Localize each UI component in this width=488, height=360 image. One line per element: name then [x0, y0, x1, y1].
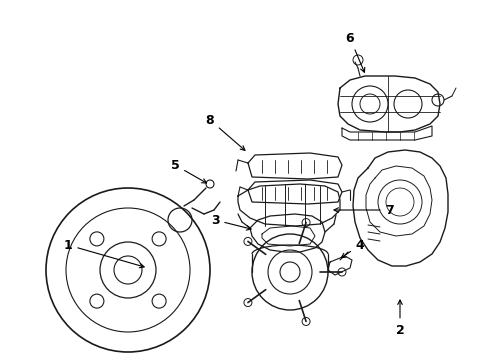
Text: 2: 2 [395, 300, 404, 337]
Text: 6: 6 [345, 32, 364, 72]
Text: 4: 4 [341, 239, 364, 258]
Text: 3: 3 [210, 213, 250, 230]
Text: 1: 1 [63, 239, 144, 268]
Text: 7: 7 [333, 203, 393, 216]
Text: 5: 5 [170, 158, 206, 183]
Text: 8: 8 [205, 113, 244, 150]
